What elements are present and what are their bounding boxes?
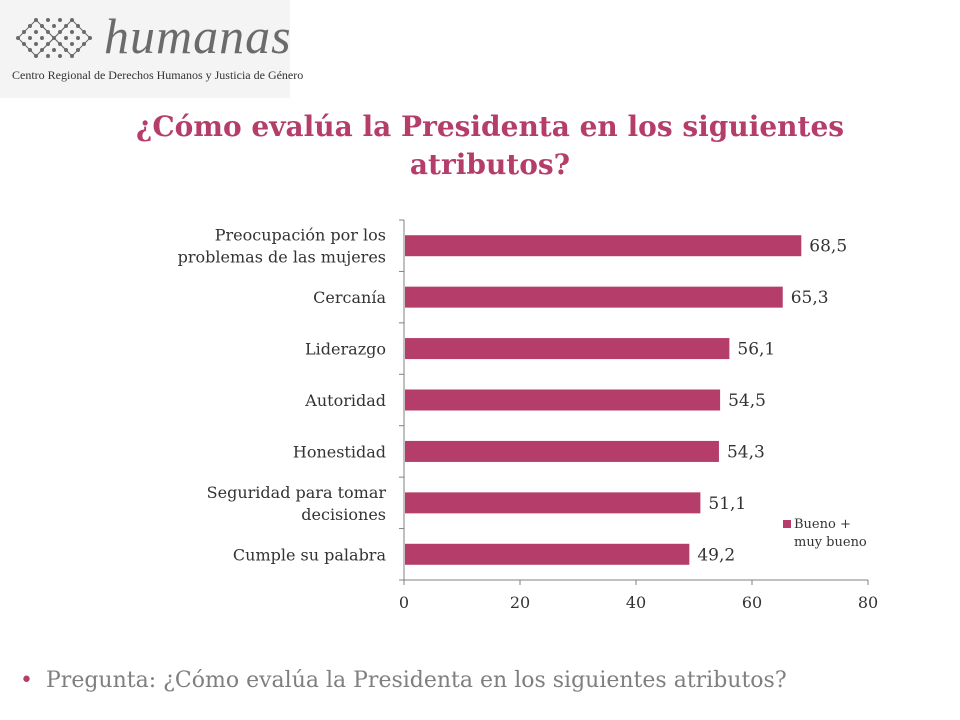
- category-label: Preocupación por los: [215, 226, 386, 245]
- category-label: Honestidad: [293, 442, 386, 461]
- legend-label: Bueno +: [794, 517, 851, 532]
- x-tick-label: 60: [742, 593, 762, 612]
- logo-subtitle: Centro Regional de Derechos Humanos y Ju…: [12, 68, 304, 82]
- category-label: Cumple su palabra: [233, 545, 387, 564]
- bullet-icon: •: [20, 668, 33, 693]
- x-tick-label: 40: [626, 593, 646, 612]
- legend-label: muy bueno: [794, 535, 867, 550]
- category-label: decisiones: [301, 505, 386, 524]
- logo-wordmark: humanas: [104, 8, 292, 64]
- data-label: 65,3: [791, 288, 829, 308]
- category-label: problemas de las mujeres: [178, 248, 386, 267]
- bar: [405, 389, 721, 411]
- data-label: 56,1: [737, 340, 775, 360]
- question-text: Pregunta: ¿Cómo evalúa la Presidenta en …: [46, 668, 787, 693]
- category-label: Liderazgo: [305, 340, 386, 359]
- data-label: 68,5: [809, 237, 847, 257]
- question-bullet: • Pregunta: ¿Cómo evalúa la Presidenta e…: [20, 666, 960, 696]
- category-label: Autoridad: [304, 391, 386, 410]
- legend-swatch: [783, 520, 791, 528]
- x-tick-label: 20: [510, 593, 530, 612]
- bar: [405, 286, 783, 308]
- category-label: Cercanía: [313, 288, 386, 307]
- humanas-logo: humanas Centro Regional de Derechos Huma…: [0, 0, 303, 98]
- data-label: 54,3: [727, 442, 765, 462]
- bar: [405, 492, 701, 514]
- logo-dots-icon: [16, 18, 92, 58]
- data-label: 54,5: [728, 391, 766, 411]
- data-label: 49,2: [697, 545, 735, 565]
- bar: [405, 338, 730, 360]
- category-label: Seguridad para tomar: [207, 483, 387, 502]
- x-tick-label: 80: [858, 593, 878, 612]
- bar: [405, 543, 690, 565]
- bar-chart: 0 20 40 60 80 68,5 Preocupación por los problem…: [178, 219, 878, 612]
- bar: [405, 235, 802, 257]
- data-label: 51,1: [708, 494, 746, 514]
- bar: [405, 440, 719, 462]
- slide-title: ¿Cómo evalúa la Presidenta en los siguie…: [135, 110, 845, 181]
- x-tick-label: 0: [399, 593, 409, 612]
